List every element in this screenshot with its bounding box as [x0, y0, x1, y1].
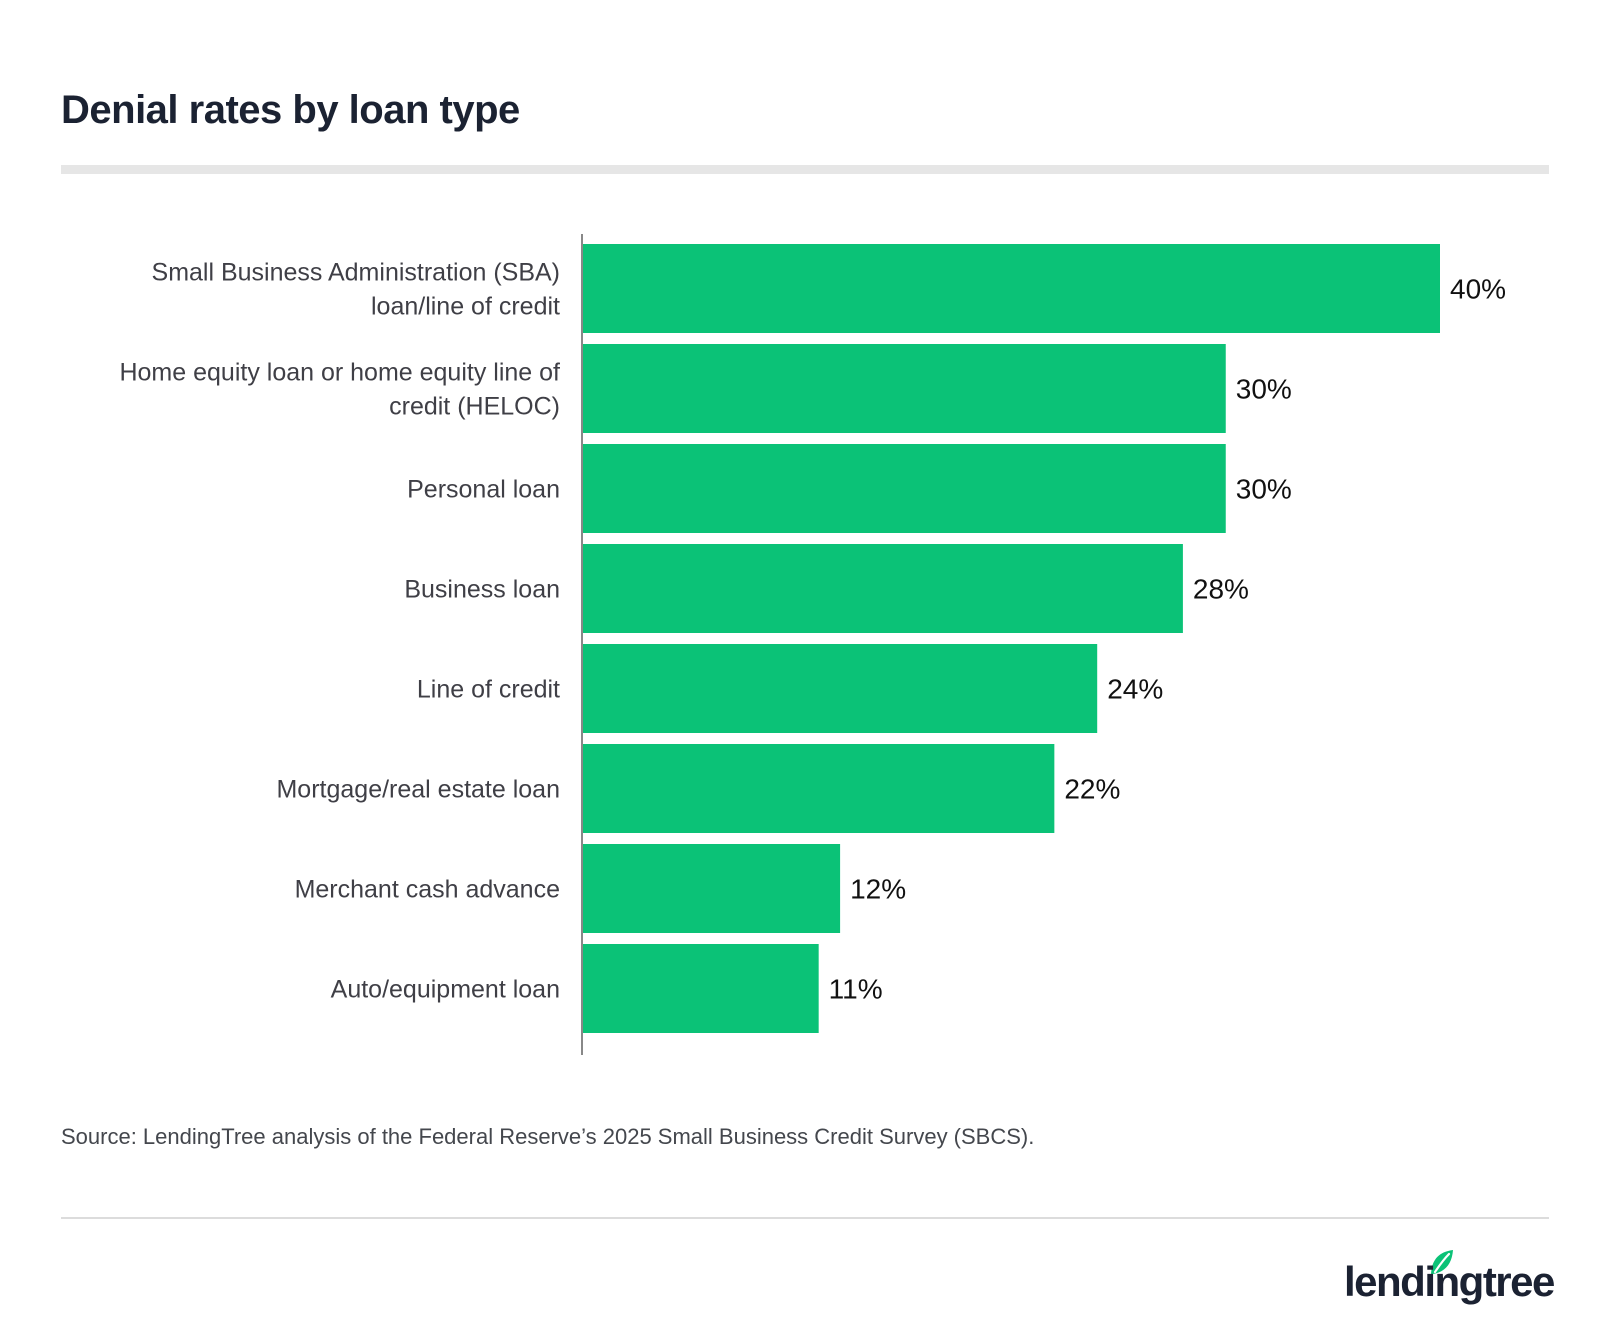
bar: [583, 344, 1226, 433]
value-label: 11%: [829, 974, 883, 1005]
bar: [583, 844, 841, 933]
category-label: Line of credit: [417, 676, 560, 704]
category-label: Home equity loan or home equity line of: [119, 359, 560, 387]
footer-divider: [61, 1217, 1549, 1219]
category-label: Small Business Administration (SBA): [152, 259, 560, 287]
value-label: 28%: [1193, 574, 1249, 605]
value-label: 24%: [1107, 674, 1163, 705]
value-label: 22%: [1064, 774, 1120, 805]
category-label: Mortgage/real estate loan: [276, 776, 560, 804]
bar: [583, 944, 819, 1033]
category-label: credit (HELOC): [389, 393, 560, 421]
lendingtree-logo: lendingtree: [1344, 1248, 1555, 1310]
title-divider: [61, 165, 1549, 174]
category-label: Personal loan: [407, 476, 560, 504]
bar-chart: 40% Small Business Administration (SBA) lo…: [119, 234, 1506, 1055]
source-note: Source: LendingTree analysis of the Fede…: [61, 1124, 1035, 1149]
value-label: 12%: [850, 874, 906, 905]
bar: [583, 544, 1183, 633]
bar: [583, 444, 1226, 533]
value-label: 30%: [1236, 374, 1292, 405]
category-label: Merchant cash advance: [295, 876, 560, 904]
bar: [583, 744, 1055, 833]
bar: [583, 244, 1440, 333]
leaf-icon: [1431, 1250, 1453, 1276]
chart-title: Denial rates by loan type: [61, 88, 520, 132]
category-label: Business loan: [404, 576, 560, 604]
category-label: loan/line of credit: [371, 293, 560, 321]
bar: [583, 644, 1098, 733]
value-label: 40%: [1450, 274, 1506, 305]
category-label: Auto/equipment loan: [331, 976, 560, 1004]
logo-wordmark: lendingtree: [1344, 1258, 1555, 1305]
value-label: 30%: [1236, 474, 1292, 505]
